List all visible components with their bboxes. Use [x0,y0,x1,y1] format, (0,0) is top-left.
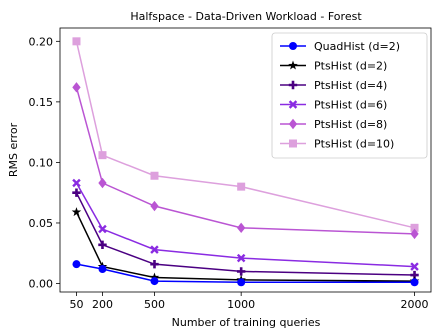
legend-marker [288,100,298,109]
data-point [150,200,159,212]
data-point [72,82,81,93]
series-4 [72,178,419,271]
legend-marker [288,118,298,130]
x-tick-label: 50 [69,298,83,311]
data-point [150,259,159,269]
series-1 [72,260,419,287]
data-point [72,178,81,188]
series-line [75,211,415,282]
legend-label: PtsHist (d=6) [314,99,387,112]
x-tick-label: 1000 [227,298,255,311]
legend-marker [288,80,298,90]
y-tick-label: 0.05 [29,217,54,230]
legend-entry: PtsHist (d=8) [280,118,387,131]
data-point [237,222,246,234]
series-5 [72,82,419,240]
data-point [72,188,81,197]
plot-area [71,37,420,287]
legend-label: PtsHist (d=2) [314,60,387,73]
y-axis-label: RMS error [7,122,20,177]
legend-marker [289,139,297,148]
plot-frame [59,27,432,293]
data-point [150,171,159,180]
series-line [75,192,415,276]
data-point [150,277,159,286]
legend-label: PtsHist (d=4) [314,79,387,92]
legend-label: PtsHist (d=8) [314,118,387,131]
data-point [72,260,81,269]
data-point [150,245,159,254]
data-point [149,272,160,282]
data-point [72,37,81,46]
legend-entry: PtsHist (d=4) [280,79,387,92]
y-tick-label: 0.15 [29,96,54,109]
x-axis-label: Number of training queries [172,316,321,329]
data-point [410,223,419,232]
x-tick-label: 500 [144,298,165,311]
data-point [98,224,107,234]
data-point [71,207,82,217]
legend-box [271,32,428,159]
axes: 50 200 500 1000 2000 0.00 0.05 0.10 0.15 0.20 [29,35,429,311]
data-point [98,151,107,160]
legend-label: QuadHist (d=2) [314,40,400,53]
x-tick-label: 200 [92,298,113,311]
x-tick-label: 2000 [401,298,429,311]
series-6 [72,37,419,232]
data-point [98,177,107,189]
chart-title: Halfspace - Data-Driven Workload - Fores… [130,10,362,23]
data-point [236,267,246,276]
legend-entry: PtsHist (d=10) [280,138,394,151]
legend-entry: QuadHist (d=2) [280,40,400,53]
data-point [98,240,107,249]
y-tick-label: 0.00 [29,278,54,291]
data-point [410,228,419,240]
data-point [237,182,246,191]
legend-entry: PtsHist (d=2) [280,60,387,73]
y-tick-label: 0.20 [29,35,54,48]
series-3 [72,188,419,280]
data-point [410,278,419,287]
legend-entry: PtsHist (d=6) [280,99,387,112]
y-tick-label: 0.10 [29,156,54,169]
legend-marker [289,42,297,50]
data-point [237,278,246,287]
legend: QuadHist (d=2) PtsHist (d=2) PtsHist (d=4)… [271,32,428,159]
data-point [236,253,246,263]
legend-label: PtsHist (d=10) [314,138,394,151]
data-point [410,262,419,271]
data-point [98,264,107,273]
legend-marker [288,60,298,70]
